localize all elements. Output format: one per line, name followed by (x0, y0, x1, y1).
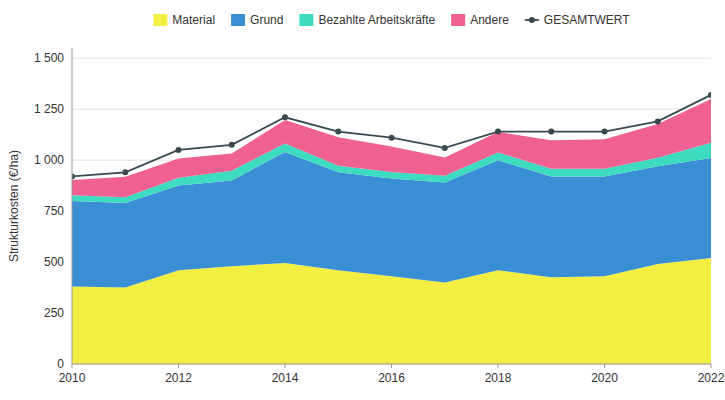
line-marker (442, 145, 448, 151)
y-tick-label: 750 (44, 204, 64, 218)
legend-label: Andere (470, 13, 509, 27)
x-tick (711, 364, 712, 368)
legend-swatch (153, 14, 167, 26)
legend-label: GESAMTWERT (544, 13, 630, 27)
line-4 (72, 95, 711, 177)
y-axis-label: Strukturkosten (€/ha) (7, 150, 21, 262)
line-marker (495, 129, 501, 135)
line-marker (229, 142, 235, 148)
line-marker (282, 114, 288, 120)
legend-item: Grund (231, 13, 283, 27)
x-tick (604, 364, 605, 368)
x-tick-label: 2018 (485, 371, 512, 385)
chart: 0 250 500 750 1 000 1 250 1 500 2010 2012 2014 201… (0, 0, 725, 400)
line-marker (176, 147, 182, 153)
line-marker (708, 92, 711, 98)
line-marker (602, 129, 608, 135)
y-tick-label: 0 (57, 357, 64, 371)
line-marker (335, 129, 341, 135)
x-tick (391, 364, 392, 368)
legend-label: Grund (250, 13, 283, 27)
x-tick-label: 2014 (272, 371, 299, 385)
x-tick-label: 2020 (591, 371, 618, 385)
grid-line (72, 364, 711, 365)
line-marker (389, 135, 395, 141)
line-marker (655, 118, 661, 124)
grid-line (72, 58, 711, 59)
line-marker (548, 129, 554, 135)
legend-item: Bezahlte Arbeitskräfte (299, 13, 435, 27)
x-tick (178, 364, 179, 368)
y-tick-label: 1 250 (34, 102, 64, 116)
y-tick-label: 500 (44, 255, 64, 269)
legend-item: Material (153, 13, 215, 27)
grid (72, 58, 711, 364)
y-tick-label: 1 000 (34, 153, 64, 167)
x-tick (285, 364, 286, 368)
legend-item: GESAMTWERT (525, 13, 630, 27)
legend-label: Bezahlte Arbeitskräfte (318, 13, 435, 27)
y-tick-label: 250 (44, 306, 64, 320)
x-tick-label: 2012 (165, 371, 192, 385)
y-tick-label: 1 500 (34, 51, 64, 65)
y-axis-line (72, 48, 73, 364)
line-marker (122, 169, 128, 175)
x-axis-line (72, 364, 711, 365)
legend-label: Material (172, 13, 215, 27)
x-tick (498, 364, 499, 368)
grid-line (72, 109, 711, 110)
x-tick-label: 2022 (698, 371, 725, 385)
x-tick (72, 364, 73, 368)
axes: 0 250 500 750 1 000 1 250 1 500 2010 2012 2014 201… (34, 51, 725, 385)
area-3 (72, 99, 711, 197)
legend-swatch (451, 14, 465, 26)
legend-item: Andere (451, 13, 509, 27)
legend-swatch (231, 14, 245, 26)
plot-area (72, 92, 711, 364)
legend-swatch (299, 14, 313, 26)
legend: Material Grund Bezahlte Arbeitskräfte Ander… (153, 13, 630, 27)
x-tick-label: 2016 (378, 371, 405, 385)
legend-swatch-marker (529, 17, 535, 23)
x-tick-label: 2010 (59, 371, 86, 385)
